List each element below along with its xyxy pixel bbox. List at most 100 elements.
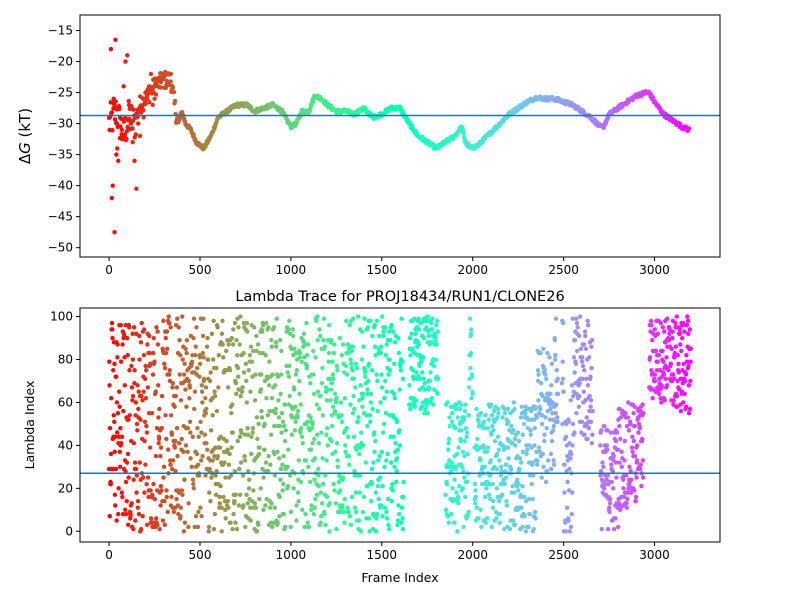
lambda-point xyxy=(536,398,541,403)
lambda-point xyxy=(270,372,275,377)
lambda-point xyxy=(199,514,204,519)
lambda-point xyxy=(488,458,493,463)
delta-g-point xyxy=(123,59,128,64)
lambda-point xyxy=(248,344,254,349)
lambda-point xyxy=(147,350,153,356)
lambda-point xyxy=(688,359,693,364)
lambda-point xyxy=(158,453,163,459)
lambda-point xyxy=(348,402,353,407)
lambda-point xyxy=(601,486,607,491)
lambda-point xyxy=(417,376,423,382)
delta-g-point xyxy=(310,99,316,104)
lambda-point xyxy=(299,434,305,440)
lambda-point xyxy=(670,329,675,334)
lambda-point xyxy=(542,432,547,437)
lambda-point xyxy=(143,395,149,401)
lambda-point xyxy=(576,333,582,339)
lambda-point xyxy=(384,516,390,521)
y-tick-label: −25 xyxy=(48,86,73,100)
lambda-point xyxy=(338,488,343,493)
lambda-point xyxy=(614,460,619,465)
lambda-point xyxy=(582,329,588,334)
lambda-point xyxy=(229,335,235,341)
lambda-point xyxy=(658,320,664,326)
lambda-point xyxy=(401,479,406,485)
lambda-point xyxy=(136,511,142,517)
x-tick-label: 2500 xyxy=(548,548,579,562)
lambda-point xyxy=(588,374,593,379)
delta-g-point xyxy=(141,115,146,120)
lambda-point xyxy=(244,400,249,405)
lambda-point xyxy=(217,494,222,500)
lambda-point xyxy=(633,499,639,504)
lambda-point xyxy=(321,316,327,321)
lambda-point xyxy=(309,503,314,508)
lambda-point xyxy=(669,346,674,351)
lambda-point xyxy=(182,372,187,377)
lambda-point xyxy=(155,342,161,347)
lambda-x-label: Frame Index xyxy=(361,570,438,585)
lambda-point xyxy=(298,430,303,435)
lambda-point xyxy=(416,316,421,321)
lambda-point xyxy=(295,408,301,414)
lambda-point xyxy=(570,443,575,448)
lambda-point xyxy=(170,380,176,386)
lambda-point xyxy=(254,333,259,339)
lambda-point xyxy=(244,320,250,326)
lambda-point xyxy=(656,391,662,397)
lambda-point xyxy=(351,393,356,399)
lambda-point xyxy=(685,314,690,319)
lambda-point xyxy=(147,445,153,450)
lambda-point xyxy=(237,466,242,472)
y-tick-label: 60 xyxy=(58,395,73,409)
lambda-point xyxy=(390,488,396,493)
lambda-point xyxy=(550,410,555,416)
lambda-point xyxy=(673,320,678,326)
lambda-point xyxy=(360,395,365,401)
lambda-point xyxy=(461,415,467,420)
lambda-point xyxy=(115,355,120,360)
lambda-point xyxy=(162,365,168,371)
lambda-point xyxy=(454,490,459,495)
lambda-point xyxy=(117,464,123,470)
lambda-point xyxy=(243,361,249,367)
lambda-point xyxy=(257,445,262,450)
lambda-point xyxy=(142,376,148,382)
lambda-point xyxy=(280,419,286,424)
lambda-point xyxy=(182,520,188,525)
lambda-point xyxy=(474,443,479,448)
lambda-point xyxy=(225,385,231,390)
lambda-point xyxy=(396,335,401,341)
lambda-point xyxy=(570,421,576,427)
lambda-point xyxy=(369,499,374,504)
lambda-point xyxy=(309,426,315,431)
lambda-point xyxy=(207,466,212,472)
lambda-point xyxy=(305,342,311,347)
lambda-point xyxy=(588,419,594,424)
lambda-point xyxy=(554,368,559,373)
lambda-point xyxy=(137,460,142,465)
lambda-point xyxy=(345,505,350,510)
lambda-point xyxy=(141,327,147,332)
lambda-point xyxy=(150,492,155,497)
lambda-point xyxy=(139,393,144,399)
lambda-point xyxy=(251,325,257,330)
lambda-point xyxy=(361,443,366,448)
lambda-point xyxy=(316,466,321,472)
lambda-point xyxy=(365,325,371,330)
lambda-point xyxy=(349,361,354,367)
lambda-point xyxy=(463,494,468,500)
lambda-point xyxy=(307,479,313,485)
lambda-point xyxy=(495,494,500,500)
lambda-point xyxy=(281,481,286,487)
lambda-point xyxy=(365,391,370,397)
lambda-point xyxy=(552,357,558,362)
lambda-point xyxy=(413,331,418,336)
lambda-point xyxy=(245,501,250,506)
lambda-point xyxy=(230,342,236,347)
lambda-point xyxy=(178,505,183,510)
lambda-point xyxy=(485,516,490,521)
lambda-point xyxy=(139,526,144,532)
lambda-point xyxy=(370,333,375,339)
lambda-point xyxy=(500,492,505,497)
